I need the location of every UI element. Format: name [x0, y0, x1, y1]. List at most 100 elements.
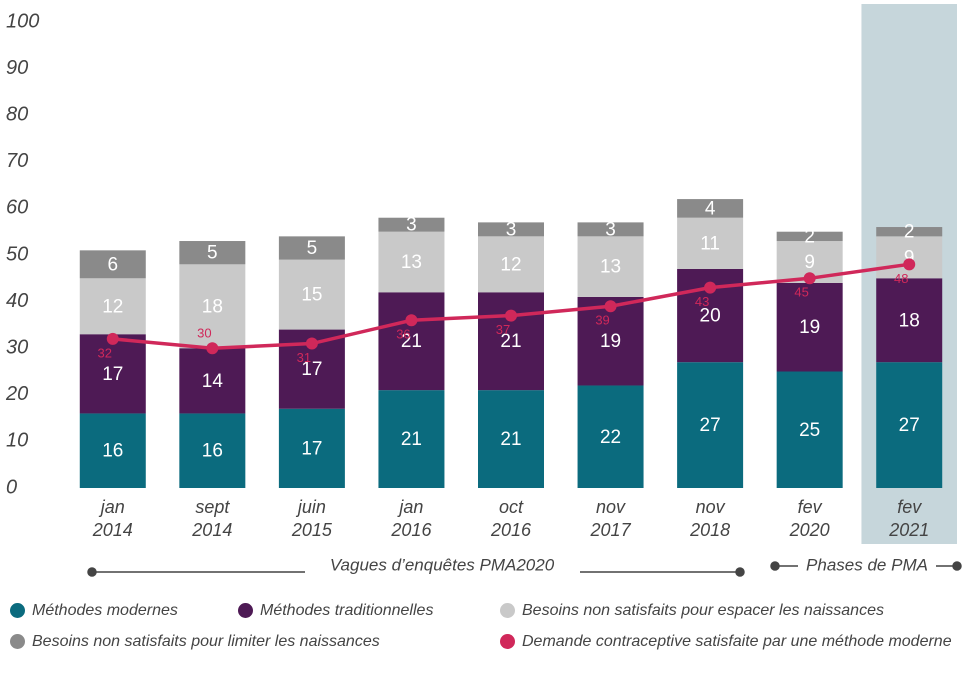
line-point: [505, 309, 517, 322]
bar-value-label: 13: [401, 252, 422, 273]
bar-segment: [378, 292, 445, 391]
y-tick-label: 30: [6, 336, 28, 358]
bar-value-label: 18: [202, 296, 223, 317]
bar-segment: [79, 278, 146, 335]
bar-value-label: 16: [202, 441, 223, 462]
bar-segment: [478, 236, 544, 293]
line-point: [206, 342, 219, 355]
bar-segment: [478, 292, 544, 391]
bar-value-label: 11: [700, 233, 720, 254]
bar-value-label: 27: [899, 415, 920, 436]
x-tick-label: 2021: [888, 520, 929, 540]
bar-segment: [876, 227, 943, 237]
bar-segment: [79, 334, 146, 414]
bar-segment: [478, 222, 544, 237]
bar-segment: [677, 362, 744, 488]
bar-value-label: 22: [600, 427, 621, 448]
legend-swatch: [10, 634, 25, 649]
x-tick-label: nov: [596, 497, 626, 517]
legend-swatch: [500, 603, 515, 618]
line-point: [903, 258, 916, 271]
x-tick-label: 2017: [590, 520, 632, 540]
x-tick-label: oct: [499, 497, 524, 517]
bar-value-label: 21: [401, 331, 422, 352]
bar-segment: [278, 236, 345, 260]
y-tick-label: 0: [6, 476, 17, 498]
bar-value-label: 19: [600, 331, 621, 352]
bar-segment: [378, 390, 445, 488]
y-tick-label: 100: [6, 10, 39, 32]
line-value-label: 36: [396, 327, 410, 342]
bar-segment: [876, 236, 943, 279]
x-tick-label: sept: [195, 497, 230, 517]
line-value-label: 37: [496, 322, 510, 337]
bar-value-label: 2: [804, 226, 815, 247]
line-point: [803, 272, 816, 285]
chart: Vagues d’enquêtes PMA2020 Phases de PMA …: [5, 4, 962, 577]
legend-label: Besoins non satisfaits pour espacer les …: [522, 602, 884, 619]
y-tick-label: 70: [6, 150, 28, 172]
bar-segment: [179, 348, 246, 414]
bar-value-label: 5: [207, 243, 218, 264]
x-tick-label: jan: [396, 497, 423, 517]
bar-value-label: 9: [804, 252, 815, 273]
bar-segment: [378, 231, 445, 293]
line-point: [305, 337, 318, 350]
x-tick-label: 2020: [789, 520, 830, 540]
bar-value-label: 9: [904, 247, 915, 268]
bar-segment: [876, 362, 943, 488]
bar-segment: [79, 250, 146, 279]
legend-label: Demande contraceptive satisfaite par une…: [522, 633, 952, 650]
bracket: [87, 561, 962, 577]
bar-value-label: 27: [700, 415, 721, 436]
y-tick-label: 50: [6, 243, 28, 265]
x-tick-label: 2018: [689, 520, 730, 540]
line-value-label: 45: [794, 285, 808, 300]
bar-value-label: 2: [904, 222, 915, 243]
line-point: [405, 314, 418, 327]
bar-value-label: 18: [899, 310, 920, 331]
bar-segment: [179, 241, 246, 265]
bar-segment: [79, 413, 146, 488]
line-value-label: 30: [197, 326, 211, 341]
line-value-label: 31: [297, 350, 311, 365]
x-tick-label: 2016: [490, 520, 532, 540]
line-point: [704, 281, 717, 294]
line-value-label: 43: [695, 294, 709, 309]
annotation: Vagues d’enquêtes PMA2020: [330, 555, 555, 574]
x-tick-label: 2014: [191, 520, 232, 540]
y-tick-label: 60: [6, 197, 28, 219]
x-tick-label: 2016: [390, 520, 432, 540]
bar-value-label: 12: [102, 296, 123, 317]
legend-label: Méthodes traditionnelles: [260, 602, 434, 619]
bar-value-label: 15: [301, 285, 322, 306]
bar-segment: [776, 231, 843, 242]
line-value-label: 39: [595, 313, 609, 328]
bar-value-label: 21: [401, 429, 422, 450]
bar-value-label: 12: [500, 254, 521, 275]
bar-value-label: 3: [406, 215, 417, 236]
line-value-label: 32: [98, 345, 112, 360]
bar-value-label: 17: [301, 438, 322, 459]
legend-swatch: [500, 634, 515, 649]
bar-value-label: 17: [102, 364, 123, 385]
bar-value-label: 6: [107, 254, 118, 275]
x-tick-label: fev: [798, 497, 823, 517]
annotation: Phases de PMA: [806, 555, 928, 574]
legend-swatch: [10, 603, 25, 618]
line-point: [604, 300, 617, 313]
bar-value-label: 13: [600, 257, 621, 278]
bar-segment: [776, 282, 843, 372]
bar-segment: [278, 408, 345, 488]
bar-segment: [378, 217, 445, 232]
bar-value-label: 16: [102, 441, 123, 462]
bar-value-label: 21: [500, 331, 521, 352]
bar-segment: [278, 259, 345, 330]
bar-value-label: 19: [799, 317, 820, 338]
bar-segment: [876, 278, 943, 363]
x-tick-label: 2015: [291, 520, 333, 540]
bar-segment: [577, 236, 644, 297]
bar-segment: [577, 385, 644, 488]
x-tick-label: 2014: [92, 520, 133, 540]
